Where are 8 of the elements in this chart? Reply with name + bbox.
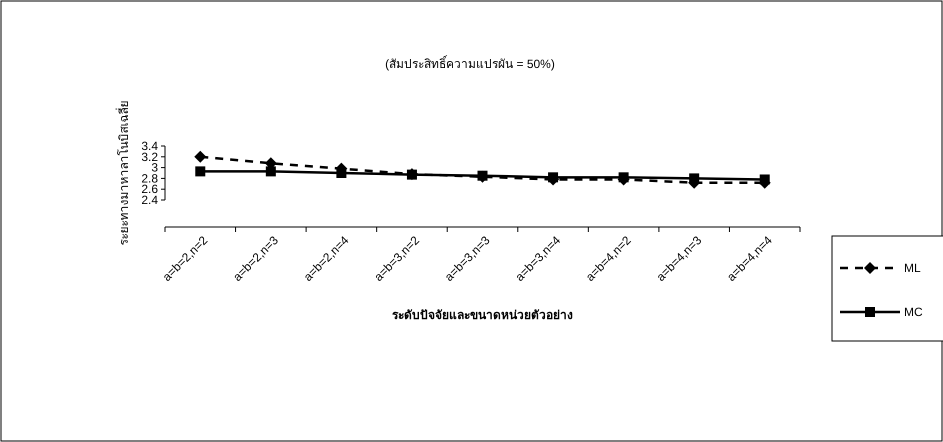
x-axis-title: ระดับปัจจัยและขนาดหน่วยตัวอย่าง — [392, 308, 573, 322]
point — [194, 150, 206, 163]
point — [195, 166, 206, 176]
chart-title: (สัมประสิทธิ์ความแปรผัน = 50%) — [385, 55, 555, 71]
legend-label: MC — [904, 305, 923, 319]
point — [266, 166, 276, 176]
legend-label: ML — [904, 261, 921, 275]
y-axis-title: ระยะทางมาหาลาโนบิสเฉลี่ย — [115, 100, 131, 246]
